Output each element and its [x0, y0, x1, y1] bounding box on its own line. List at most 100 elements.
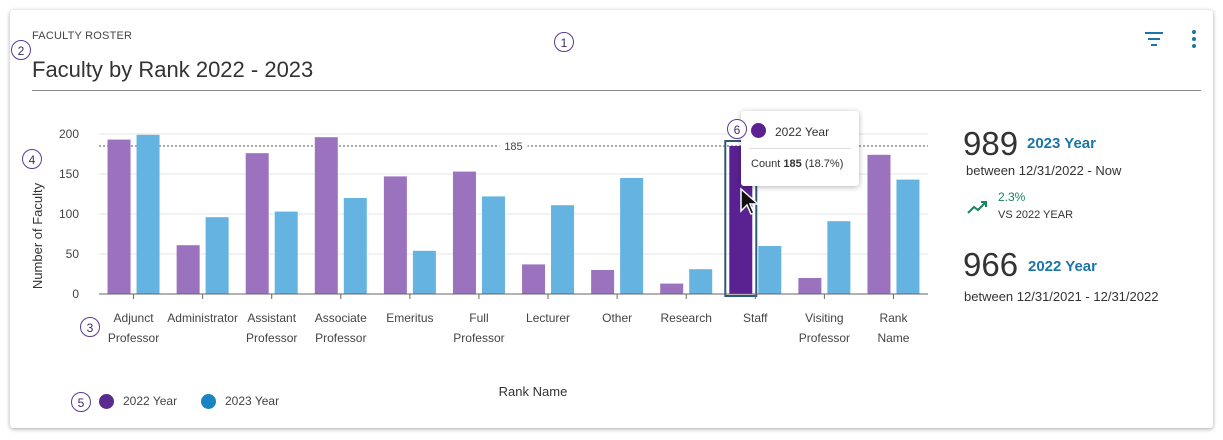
- legend-swatch-2023: [201, 394, 216, 410]
- page-title: Faculty by Rank 2022 - 2023: [32, 57, 314, 82]
- kpi-current-value: 989: [963, 125, 1019, 162]
- x-tick-label: Emeritus: [386, 311, 433, 325]
- bar-2023[interactable]: [136, 134, 160, 294]
- y-tick-label: 150: [59, 167, 79, 181]
- tooltip-series-label: 2022 Year: [775, 125, 830, 139]
- bar-2022[interactable]: [452, 171, 476, 294]
- callout-2: 2: [11, 40, 31, 60]
- x-tick-label-line: Adjunct: [114, 311, 155, 325]
- legend-item-2023[interactable]: 2023 Year: [201, 394, 280, 410]
- x-tick-label-line: Professor: [108, 331, 159, 345]
- x-tick-label-line: Assistant: [247, 311, 296, 325]
- kpi-previous-value: 966: [963, 246, 1019, 283]
- x-axis-title: Rank Name: [499, 384, 568, 399]
- reference-label-bg: [499, 139, 528, 152]
- x-tick-label-line: Administrator: [167, 311, 238, 325]
- mouse-cursor-icon: [740, 187, 760, 215]
- x-tick-label-line: Professor: [315, 331, 366, 345]
- tooltip-count-percent: (18.7%): [804, 158, 844, 170]
- kpi-trend-percent: 2.3%: [998, 190, 1026, 204]
- callout-3: 3: [80, 317, 100, 337]
- bar-2023[interactable]: [551, 205, 575, 294]
- x-tick-label: Other: [602, 311, 632, 325]
- callout-1: 1: [554, 32, 574, 52]
- bar-2022[interactable]: [383, 176, 407, 294]
- tooltip-count-value: 185: [783, 158, 802, 170]
- filter-button[interactable]: [1143, 28, 1165, 50]
- x-tick-label-line: Professor: [799, 331, 850, 345]
- bar-2022[interactable]: [522, 264, 546, 294]
- bar-2022[interactable]: [107, 139, 131, 294]
- x-tick-label-line: Research: [661, 311, 712, 325]
- kpi-current-year: 2023 Year: [1027, 135, 1096, 152]
- selected-bar-outline: [724, 140, 758, 297]
- x-tick-label-line: Rank: [879, 311, 908, 325]
- bar-2022[interactable]: [314, 137, 338, 294]
- more-vertical-icon: [1192, 30, 1196, 48]
- x-tick-label: Visiting Professor: [799, 311, 850, 345]
- y-tick-label: 50: [66, 247, 80, 261]
- legend-label-2022: 2022 Year: [123, 394, 178, 408]
- more-options-button[interactable]: [1183, 28, 1205, 50]
- legend-label-2023: 2023 Year: [225, 394, 280, 408]
- x-tick-label-line: Other: [602, 311, 632, 325]
- bar-2022[interactable]: [245, 153, 269, 294]
- kpi-current-range: between 12/31/2022 - Now: [966, 163, 1122, 178]
- bar-2023[interactable]: [274, 211, 298, 294]
- bar-2023[interactable]: [758, 246, 782, 294]
- callout-4: 4: [22, 149, 42, 169]
- bar-2022[interactable]: [867, 154, 891, 294]
- bar-2022[interactable]: [660, 283, 684, 294]
- y-axis-title: Number of Faculty: [30, 182, 45, 289]
- x-tick-label: Research: [661, 311, 712, 325]
- bar-2023[interactable]: [481, 196, 505, 294]
- x-tick-label: Rank Name: [877, 311, 909, 345]
- x-tick-label-line: Staff: [743, 311, 768, 325]
- bar-2023[interactable]: [205, 217, 229, 294]
- x-tick-label-line: Visiting: [805, 311, 843, 325]
- y-tick-label: 200: [59, 127, 79, 141]
- bar-2023[interactable]: [827, 221, 851, 294]
- bar-2023[interactable]: [412, 250, 436, 294]
- x-tick-label-line: Professor: [453, 331, 504, 345]
- x-tick-label: Full Professor: [453, 311, 504, 345]
- bar-2022[interactable]: [798, 278, 822, 294]
- bar-2022[interactable]: [591, 270, 615, 294]
- legend-swatch-2022: [99, 394, 114, 410]
- y-tick-label: 0: [72, 287, 79, 301]
- x-tick-label: Adjunct Professor: [108, 311, 159, 345]
- tooltip-count: Count 185 (18.7%): [751, 158, 843, 170]
- bar-2023[interactable]: [620, 178, 644, 294]
- x-tick-label-line: Full: [469, 311, 488, 325]
- x-tick-label-line: Lecturer: [526, 311, 570, 325]
- callout-5: 5: [71, 392, 91, 412]
- tooltip-series-swatch: [751, 123, 766, 138]
- reference-line-label: 185: [504, 141, 522, 153]
- y-tick-label: 100: [59, 207, 79, 221]
- x-tick-label: Associate Professor: [315, 311, 367, 345]
- bar-2023[interactable]: [896, 179, 920, 294]
- x-tick-label-line: Emeritus: [386, 311, 433, 325]
- bar-2022[interactable]: [176, 245, 200, 294]
- tooltip-count-label: Count: [751, 158, 781, 170]
- bar-tooltip: 2022 Year Count 185 (18.7%): [741, 111, 859, 186]
- x-tick-label: Lecturer: [526, 311, 570, 325]
- callout-6: 6: [727, 119, 747, 139]
- kpi-trend-comparison: VS 2022 YEAR: [998, 209, 1074, 221]
- x-tick-label-line: Name: [877, 331, 909, 345]
- x-tick-label: Assistant Professor: [246, 311, 297, 345]
- title-divider: [32, 90, 1201, 91]
- x-tick-label-line: Associate: [315, 311, 367, 325]
- kpi-previous-range: between 12/31/2021 - 12/31/2022: [964, 289, 1159, 304]
- x-tick-label-line: Professor: [246, 331, 297, 345]
- trending-up-icon: [967, 201, 987, 214]
- x-tick-label: Staff: [743, 311, 768, 325]
- tooltip-divider: [749, 148, 851, 149]
- card-eyebrow: FACULTY ROSTER: [32, 30, 133, 42]
- bar-2023[interactable]: [689, 269, 713, 294]
- bar-2023[interactable]: [343, 198, 367, 294]
- legend-item-2022[interactable]: 2022 Year: [99, 394, 178, 410]
- x-tick-label: Administrator: [167, 311, 238, 325]
- kpi-previous-year: 2022 Year: [1028, 258, 1097, 275]
